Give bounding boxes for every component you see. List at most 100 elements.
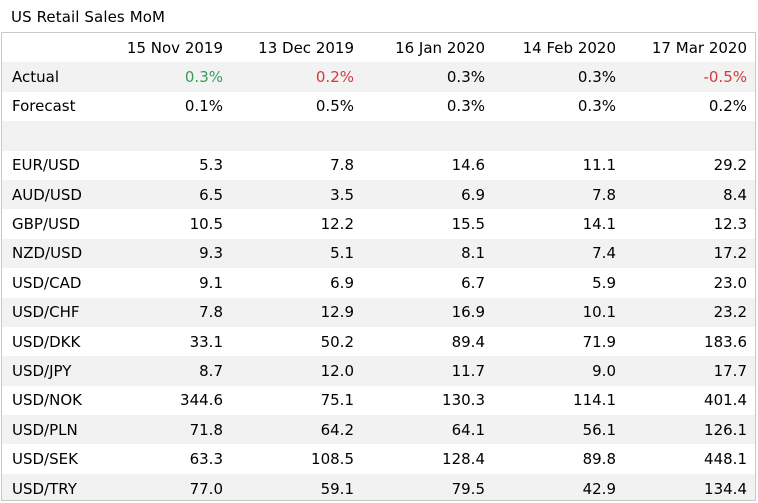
table-cell: 12.3	[626, 209, 755, 239]
table-cell: 23.0	[626, 268, 755, 298]
row-label: USD/PLN	[2, 415, 102, 445]
table-cell: 128.4	[364, 444, 495, 474]
column-header: 14 Feb 2020	[495, 33, 626, 63]
table-row: AUD/USD 6.5 3.5 6.9 7.8 8.4	[2, 179, 755, 210]
row-label: USD/DKK	[2, 326, 102, 357]
row-label: Forecast	[2, 91, 102, 122]
table-cell: 23.2	[626, 297, 755, 327]
table-cell: 50.2	[233, 326, 364, 357]
table-row: USD/DKK 33.1 50.2 89.4 71.9 183.6	[2, 326, 755, 357]
table-cell: 9.3	[102, 238, 233, 269]
table-cell: 8.7	[102, 356, 233, 386]
table-cell: 5.9	[495, 268, 626, 298]
row-label: USD/JPY	[2, 356, 102, 386]
table-cell: 7.8	[233, 150, 364, 180]
table-row: EUR/USD 5.3 7.8 14.6 11.1 29.2	[2, 150, 755, 180]
table-cell: 7.4	[495, 238, 626, 269]
table-cell: 448.1	[626, 444, 755, 474]
table-cell: 6.9	[233, 268, 364, 298]
table-cell: 10.1	[495, 297, 626, 327]
table-row: GBP/USD 10.5 12.2 15.5 14.1 12.3	[2, 209, 755, 239]
data-table: 15 Nov 2019 13 Dec 2019 16 Jan 2020 14 F…	[2, 33, 755, 500]
table-cell: 11.1	[495, 150, 626, 180]
table-cell: 11.7	[364, 356, 495, 386]
table-row: NZD/USD 9.3 5.1 8.1 7.4 17.2	[2, 238, 755, 269]
table-cell: 64.1	[364, 415, 495, 445]
table-cell: 0.2%	[233, 62, 364, 92]
table-cell: 8.1	[364, 238, 495, 269]
table-cell: 0.5%	[233, 91, 364, 122]
table-cell: 79.5	[364, 473, 495, 500]
table-cell: 7.8	[495, 179, 626, 210]
table-cell: 75.1	[233, 385, 364, 416]
table-cell: 29.2	[626, 150, 755, 180]
table-row: USD/CHF 7.8 12.9 16.9 10.1 23.2	[2, 297, 755, 327]
row-label: EUR/USD	[2, 150, 102, 180]
column-header: 17 Mar 2020	[626, 33, 755, 63]
data-table-container: 15 Nov 2019 13 Dec 2019 16 Jan 2020 14 F…	[1, 32, 756, 501]
row-label: USD/SEK	[2, 444, 102, 474]
spacer-cell	[2, 121, 755, 151]
row-label: NZD/USD	[2, 238, 102, 269]
table-cell: 0.3%	[495, 62, 626, 92]
table-cell: 89.8	[495, 444, 626, 474]
table-cell: 16.9	[364, 297, 495, 327]
table-cell: 0.2%	[626, 91, 755, 122]
table-cell: 130.3	[364, 385, 495, 416]
table-cell: 59.1	[233, 473, 364, 500]
chart-title: US Retail Sales MoM	[11, 8, 166, 26]
summary-row: Actual 0.3% 0.2% 0.3% 0.3% -0.5%	[2, 62, 755, 92]
table-cell: 114.1	[495, 385, 626, 416]
column-header: 13 Dec 2019	[233, 33, 364, 63]
table-cell: 3.5	[233, 179, 364, 210]
table-cell: 0.3%	[495, 91, 626, 122]
header-row: 15 Nov 2019 13 Dec 2019 16 Jan 2020 14 F…	[2, 33, 755, 63]
column-header: 16 Jan 2020	[364, 33, 495, 63]
column-header: 15 Nov 2019	[102, 33, 233, 63]
table-cell: 10.5	[102, 209, 233, 239]
table-cell: 12.0	[233, 356, 364, 386]
table-cell: 134.4	[626, 473, 755, 500]
table-cell: 6.5	[102, 179, 233, 210]
table-cell: 401.4	[626, 385, 755, 416]
table-cell: 63.3	[102, 444, 233, 474]
table-cell: 7.8	[102, 297, 233, 327]
table-cell: 15.5	[364, 209, 495, 239]
table-cell: 56.1	[495, 415, 626, 445]
table-cell: 9.1	[102, 268, 233, 298]
row-label: GBP/USD	[2, 209, 102, 239]
table-cell: 9.0	[495, 356, 626, 386]
row-label: USD/CAD	[2, 268, 102, 298]
spacer-row	[2, 121, 755, 151]
table-row: USD/SEK 63.3 108.5 128.4 89.8 448.1	[2, 444, 755, 474]
table-cell: 5.1	[233, 238, 364, 269]
table-cell: 6.9	[364, 179, 495, 210]
summary-row: Forecast 0.1% 0.5% 0.3% 0.3% 0.2%	[2, 91, 755, 122]
table-cell: 17.2	[626, 238, 755, 269]
table-cell: 12.2	[233, 209, 364, 239]
table-cell: 71.9	[495, 326, 626, 357]
table-cell: 42.9	[495, 473, 626, 500]
table-row: USD/NOK 344.6 75.1 130.3 114.1 401.4	[2, 385, 755, 416]
row-label: USD/NOK	[2, 385, 102, 416]
row-label: AUD/USD	[2, 179, 102, 210]
table-cell: 5.3	[102, 150, 233, 180]
table-cell: 77.0	[102, 473, 233, 500]
table-cell: 0.1%	[102, 91, 233, 122]
table-cell: 8.4	[626, 179, 755, 210]
table-cell: 14.6	[364, 150, 495, 180]
table-cell: 64.2	[233, 415, 364, 445]
header-corner	[2, 33, 102, 63]
table-row: USD/PLN 71.8 64.2 64.1 56.1 126.1	[2, 415, 755, 445]
table-cell: 6.7	[364, 268, 495, 298]
table-cell: 89.4	[364, 326, 495, 357]
table-row: USD/TRY 77.0 59.1 79.5 42.9 134.4	[2, 473, 755, 500]
table-cell: 71.8	[102, 415, 233, 445]
table-cell: -0.5%	[626, 62, 755, 92]
table-cell: 0.3%	[364, 91, 495, 122]
table-cell: 108.5	[233, 444, 364, 474]
row-label: Actual	[2, 62, 102, 92]
row-label: USD/TRY	[2, 473, 102, 500]
table-cell: 344.6	[102, 385, 233, 416]
row-label: USD/CHF	[2, 297, 102, 327]
